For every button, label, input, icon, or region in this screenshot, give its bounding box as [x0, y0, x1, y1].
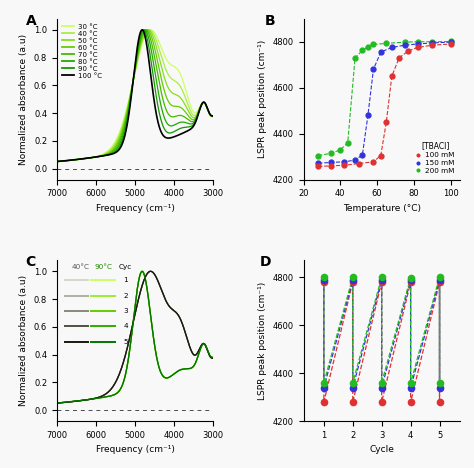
Text: 90°C: 90°C: [95, 264, 113, 270]
Y-axis label: Normalized absorbance (a.u): Normalized absorbance (a.u): [19, 34, 28, 165]
X-axis label: Frequency (cm⁻¹): Frequency (cm⁻¹): [96, 204, 174, 213]
Text: C: C: [26, 256, 36, 270]
Y-axis label: Normalized absorbance (a.u): Normalized absorbance (a.u): [19, 275, 28, 406]
Legend: 30 °C, 40 °C, 50 °C, 60 °C, 70 °C, 80 °C, 90 °C, 100 °C: 30 °C, 40 °C, 50 °C, 60 °C, 70 °C, 80 °C…: [60, 22, 103, 80]
Text: 1: 1: [123, 278, 128, 283]
X-axis label: Frequency (cm⁻¹): Frequency (cm⁻¹): [96, 446, 174, 454]
Y-axis label: LSPR peak position (cm⁻¹): LSPR peak position (cm⁻¹): [258, 40, 267, 158]
Text: 5: 5: [123, 338, 128, 344]
Text: 40°C: 40°C: [71, 264, 89, 270]
Text: D: D: [260, 256, 272, 270]
Text: 3: 3: [123, 308, 128, 314]
Legend: 100 mM, 150 mM, 200 mM: 100 mM, 150 mM, 200 mM: [415, 139, 456, 176]
Text: Cyc: Cyc: [119, 264, 132, 270]
Text: A: A: [26, 14, 36, 28]
Text: 2: 2: [123, 292, 128, 299]
X-axis label: Cycle: Cycle: [369, 446, 394, 454]
X-axis label: Temperature (°C): Temperature (°C): [343, 204, 421, 213]
Text: B: B: [264, 14, 275, 28]
Text: 4: 4: [123, 323, 128, 329]
Y-axis label: LSPR peak position (cm⁻¹): LSPR peak position (cm⁻¹): [258, 282, 267, 400]
